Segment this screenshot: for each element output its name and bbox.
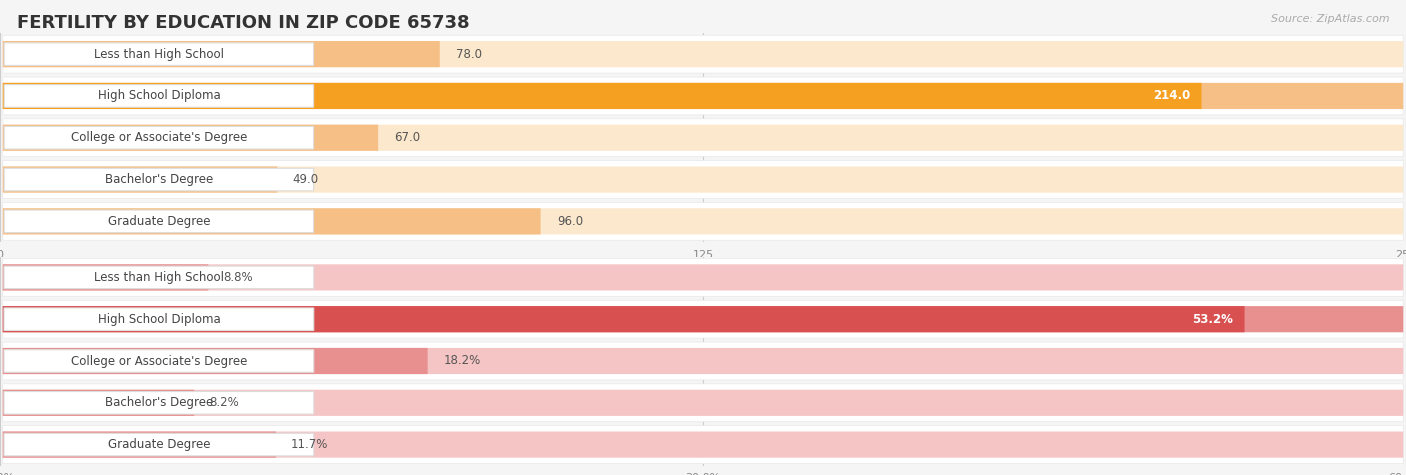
FancyBboxPatch shape — [4, 168, 314, 191]
FancyBboxPatch shape — [3, 41, 440, 67]
FancyBboxPatch shape — [0, 424, 1406, 465]
FancyBboxPatch shape — [3, 83, 1403, 109]
Text: 67.0: 67.0 — [394, 131, 420, 144]
FancyBboxPatch shape — [3, 342, 1403, 380]
FancyBboxPatch shape — [0, 299, 1406, 340]
Text: 214.0: 214.0 — [1153, 89, 1189, 103]
FancyBboxPatch shape — [3, 348, 1403, 374]
FancyBboxPatch shape — [3, 390, 1403, 416]
FancyBboxPatch shape — [0, 201, 1406, 242]
Text: Bachelor's Degree: Bachelor's Degree — [105, 173, 212, 186]
FancyBboxPatch shape — [0, 159, 1406, 200]
FancyBboxPatch shape — [3, 202, 1403, 240]
FancyBboxPatch shape — [3, 300, 1403, 338]
FancyBboxPatch shape — [3, 258, 1403, 296]
Text: 18.2%: 18.2% — [443, 354, 481, 368]
Text: College or Associate's Degree: College or Associate's Degree — [70, 131, 247, 144]
FancyBboxPatch shape — [3, 124, 1403, 151]
Text: High School Diploma: High School Diploma — [97, 89, 221, 103]
FancyBboxPatch shape — [3, 124, 378, 151]
FancyBboxPatch shape — [3, 161, 1403, 199]
FancyBboxPatch shape — [4, 350, 314, 372]
FancyBboxPatch shape — [4, 308, 314, 331]
Text: 49.0: 49.0 — [292, 173, 319, 186]
Text: 11.7%: 11.7% — [291, 438, 329, 451]
Text: 8.2%: 8.2% — [209, 396, 239, 409]
FancyBboxPatch shape — [3, 426, 1403, 464]
FancyBboxPatch shape — [3, 306, 1403, 332]
FancyBboxPatch shape — [3, 208, 540, 235]
FancyBboxPatch shape — [4, 391, 314, 414]
Text: Source: ZipAtlas.com: Source: ZipAtlas.com — [1271, 14, 1389, 24]
Text: 96.0: 96.0 — [557, 215, 583, 228]
Text: Graduate Degree: Graduate Degree — [108, 215, 209, 228]
Text: Less than High School: Less than High School — [94, 48, 224, 61]
Text: Bachelor's Degree: Bachelor's Degree — [105, 396, 212, 409]
FancyBboxPatch shape — [3, 348, 427, 374]
FancyBboxPatch shape — [3, 384, 1403, 422]
FancyBboxPatch shape — [3, 390, 194, 416]
FancyBboxPatch shape — [4, 433, 314, 456]
FancyBboxPatch shape — [4, 266, 314, 289]
FancyBboxPatch shape — [0, 76, 1406, 116]
Text: 53.2%: 53.2% — [1192, 313, 1233, 326]
FancyBboxPatch shape — [0, 341, 1406, 381]
FancyBboxPatch shape — [4, 85, 314, 107]
FancyBboxPatch shape — [3, 208, 1403, 235]
Text: High School Diploma: High School Diploma — [97, 313, 221, 326]
FancyBboxPatch shape — [3, 306, 1244, 332]
FancyBboxPatch shape — [4, 126, 314, 149]
Text: 78.0: 78.0 — [456, 48, 481, 61]
FancyBboxPatch shape — [3, 264, 1403, 291]
FancyBboxPatch shape — [3, 431, 276, 458]
FancyBboxPatch shape — [3, 166, 277, 193]
FancyBboxPatch shape — [3, 264, 208, 291]
FancyBboxPatch shape — [3, 166, 1403, 193]
FancyBboxPatch shape — [3, 41, 1403, 67]
FancyBboxPatch shape — [0, 257, 1406, 298]
Text: Graduate Degree: Graduate Degree — [108, 438, 209, 451]
FancyBboxPatch shape — [3, 83, 1202, 109]
FancyBboxPatch shape — [0, 34, 1406, 75]
FancyBboxPatch shape — [0, 117, 1406, 158]
FancyBboxPatch shape — [0, 382, 1406, 423]
FancyBboxPatch shape — [3, 77, 1403, 115]
Text: 8.8%: 8.8% — [224, 271, 253, 284]
Text: College or Associate's Degree: College or Associate's Degree — [70, 354, 247, 368]
FancyBboxPatch shape — [3, 35, 1403, 73]
Text: FERTILITY BY EDUCATION IN ZIP CODE 65738: FERTILITY BY EDUCATION IN ZIP CODE 65738 — [17, 14, 470, 32]
FancyBboxPatch shape — [4, 210, 314, 233]
Text: Less than High School: Less than High School — [94, 271, 224, 284]
FancyBboxPatch shape — [3, 431, 1403, 458]
FancyBboxPatch shape — [3, 119, 1403, 157]
FancyBboxPatch shape — [4, 43, 314, 66]
